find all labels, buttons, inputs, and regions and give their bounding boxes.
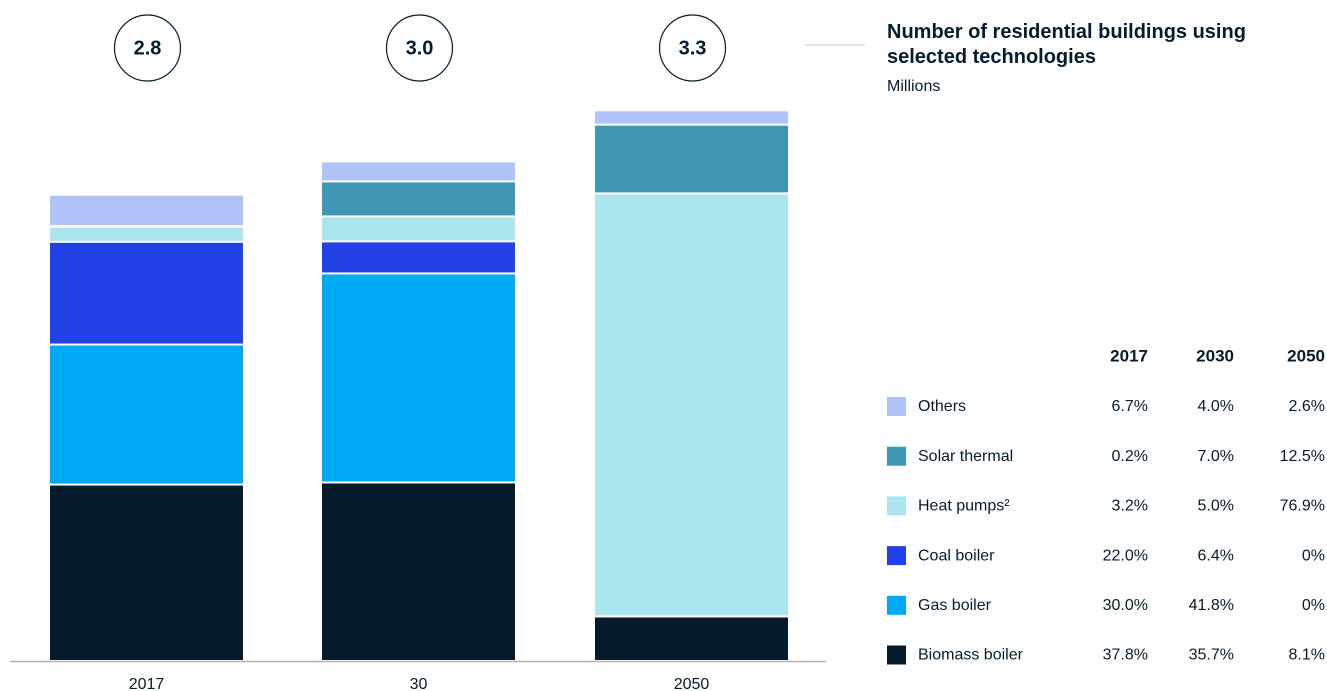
bar-segment <box>595 111 788 124</box>
value-label: 0% <box>1302 597 1325 614</box>
table-header: 2017 <box>1110 346 1148 365</box>
total-label: 2.8 <box>134 37 162 59</box>
value-label: 6.4% <box>1198 547 1234 564</box>
value-label: 2.6% <box>1289 398 1325 415</box>
legend-label: Heat pumps² <box>918 498 1010 515</box>
legend-label: Gas boiler <box>918 597 992 614</box>
table-header: 2030 <box>1196 346 1234 365</box>
x-tick-label: 2050 <box>674 676 710 691</box>
legend-swatch <box>887 446 906 466</box>
total-badge <box>385 14 454 82</box>
value-label: 0.2% <box>1112 448 1148 465</box>
bar-segment <box>595 125 788 193</box>
chart-subtitle: Millions <box>887 78 941 95</box>
bar-segment <box>322 274 515 482</box>
total-label: 3.3 <box>679 37 707 59</box>
bar-segment <box>50 242 243 344</box>
value-label: 30.0% <box>1103 597 1148 614</box>
value-label: 22.0% <box>1103 547 1148 564</box>
bar-segment <box>50 345 243 484</box>
value-label: 35.7% <box>1189 647 1234 664</box>
bar-segment <box>322 182 515 216</box>
legend-swatch <box>887 397 906 416</box>
value-label: 41.8% <box>1189 597 1234 614</box>
legend-label: Coal boiler <box>918 547 995 564</box>
legend-swatch <box>887 546 906 566</box>
value-label: 7.0% <box>1198 448 1234 465</box>
value-label: 4.0% <box>1198 398 1234 415</box>
total-badge <box>113 14 182 82</box>
bar-segment <box>322 242 515 273</box>
chart-title: Number of residential buildings using se… <box>887 21 1246 68</box>
total-badge <box>658 14 727 82</box>
value-label: 0% <box>1302 547 1325 564</box>
legend-swatch <box>887 496 906 516</box>
bar-segment <box>50 485 243 660</box>
bar-segment <box>50 195 243 225</box>
bar-segment <box>322 217 515 241</box>
legend-swatch <box>887 645 906 665</box>
bar-segment <box>50 227 243 241</box>
value-label: 6.7% <box>1112 398 1148 415</box>
value-label: 37.8% <box>1103 647 1148 664</box>
bar-segment <box>595 194 788 616</box>
value-label: 3.2% <box>1112 498 1148 515</box>
bar-segment <box>322 483 515 660</box>
value-label: 8.1% <box>1289 647 1325 664</box>
total-label: 3.0 <box>406 37 434 59</box>
legend-label: Biomass boiler <box>918 647 1024 664</box>
bar-segment <box>595 617 788 660</box>
legend-swatch <box>887 595 906 615</box>
x-tick-label: 30 <box>410 676 428 691</box>
bar-segment <box>322 162 515 181</box>
table-header: 2050 <box>1287 346 1325 365</box>
legend-label: Others <box>918 398 966 415</box>
value-label: 5.0% <box>1198 498 1234 515</box>
value-label: 12.5% <box>1280 448 1325 465</box>
value-label: 76.9% <box>1280 498 1325 515</box>
legend-label: Solar thermal <box>918 448 1013 465</box>
x-tick-label: 2017 <box>129 676 165 691</box>
